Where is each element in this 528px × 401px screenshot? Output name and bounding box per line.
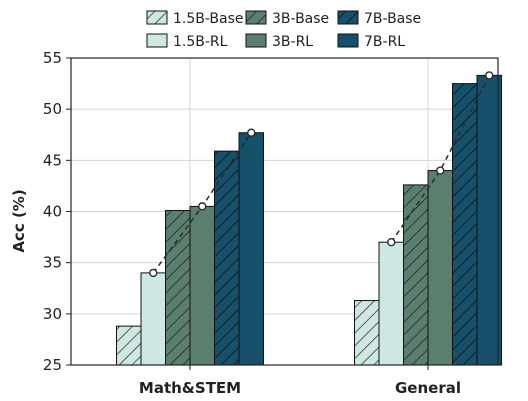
y-tick-label: 40 [43, 203, 62, 221]
legend-label: 3B-RL [272, 34, 313, 50]
y-tick-label: 35 [43, 254, 62, 272]
legend-label: 3B-Base [272, 11, 329, 27]
x-category-label: Math&STEM [139, 379, 241, 397]
bar-1-5b-base-general [354, 300, 380, 366]
y-tick-label: 50 [43, 100, 62, 118]
bar-3b-rl-math-stem [189, 205, 215, 366]
trend-marker [198, 202, 207, 211]
legend-swatch [146, 33, 168, 48]
legend-swatch [337, 33, 359, 48]
axes: 25 30 35 40 45 50 55 Math&STEM General [43, 49, 499, 397]
trend-marker [387, 237, 396, 247]
trend-marker [485, 71, 494, 80]
y-tick-label: 25 [43, 356, 62, 374]
trend-line-group [149, 71, 494, 278]
plot-frame [70, 57, 499, 366]
trend-marker [149, 268, 158, 278]
y-tick-label: 55 [43, 49, 62, 67]
y-tick-label: 45 [43, 151, 62, 169]
y-axis-title: Acc (%) [10, 189, 28, 252]
x-category-label: General [395, 379, 461, 397]
bar-1-5b-rl-general [378, 241, 404, 366]
bar-1-5b-rl-math-stem [140, 272, 166, 366]
legend-label: 1.5B-Base [173, 11, 244, 27]
bar-3b-rl-general [427, 170, 453, 366]
legend-swatch [245, 33, 267, 48]
legend-label: 7B-Base [364, 11, 421, 27]
legend-label: 1.5B-RL [173, 34, 228, 50]
bars-group [116, 74, 502, 366]
bar-7b-base-general [452, 83, 478, 366]
trend-line [390, 75, 490, 243]
bar-3b-base-math-stem [165, 209, 191, 366]
legend-swatch [245, 10, 267, 25]
legend-label: 7B-RL [364, 34, 405, 50]
bar-7b-rl-math-stem [238, 132, 264, 366]
legend-swatch [146, 10, 168, 25]
legend-swatch [337, 10, 359, 25]
trend-marker [436, 166, 445, 175]
bar-1-5b-base-math-stem [116, 325, 142, 366]
y-tick-label: 30 [43, 305, 62, 323]
chart-legend: 1.5B-Base 1.5B-RL 3B-Base 3B-RL 7B-Base 7B-RL [146, 10, 421, 50]
trend-marker [247, 128, 256, 137]
bar-3b-base-general [403, 184, 429, 366]
